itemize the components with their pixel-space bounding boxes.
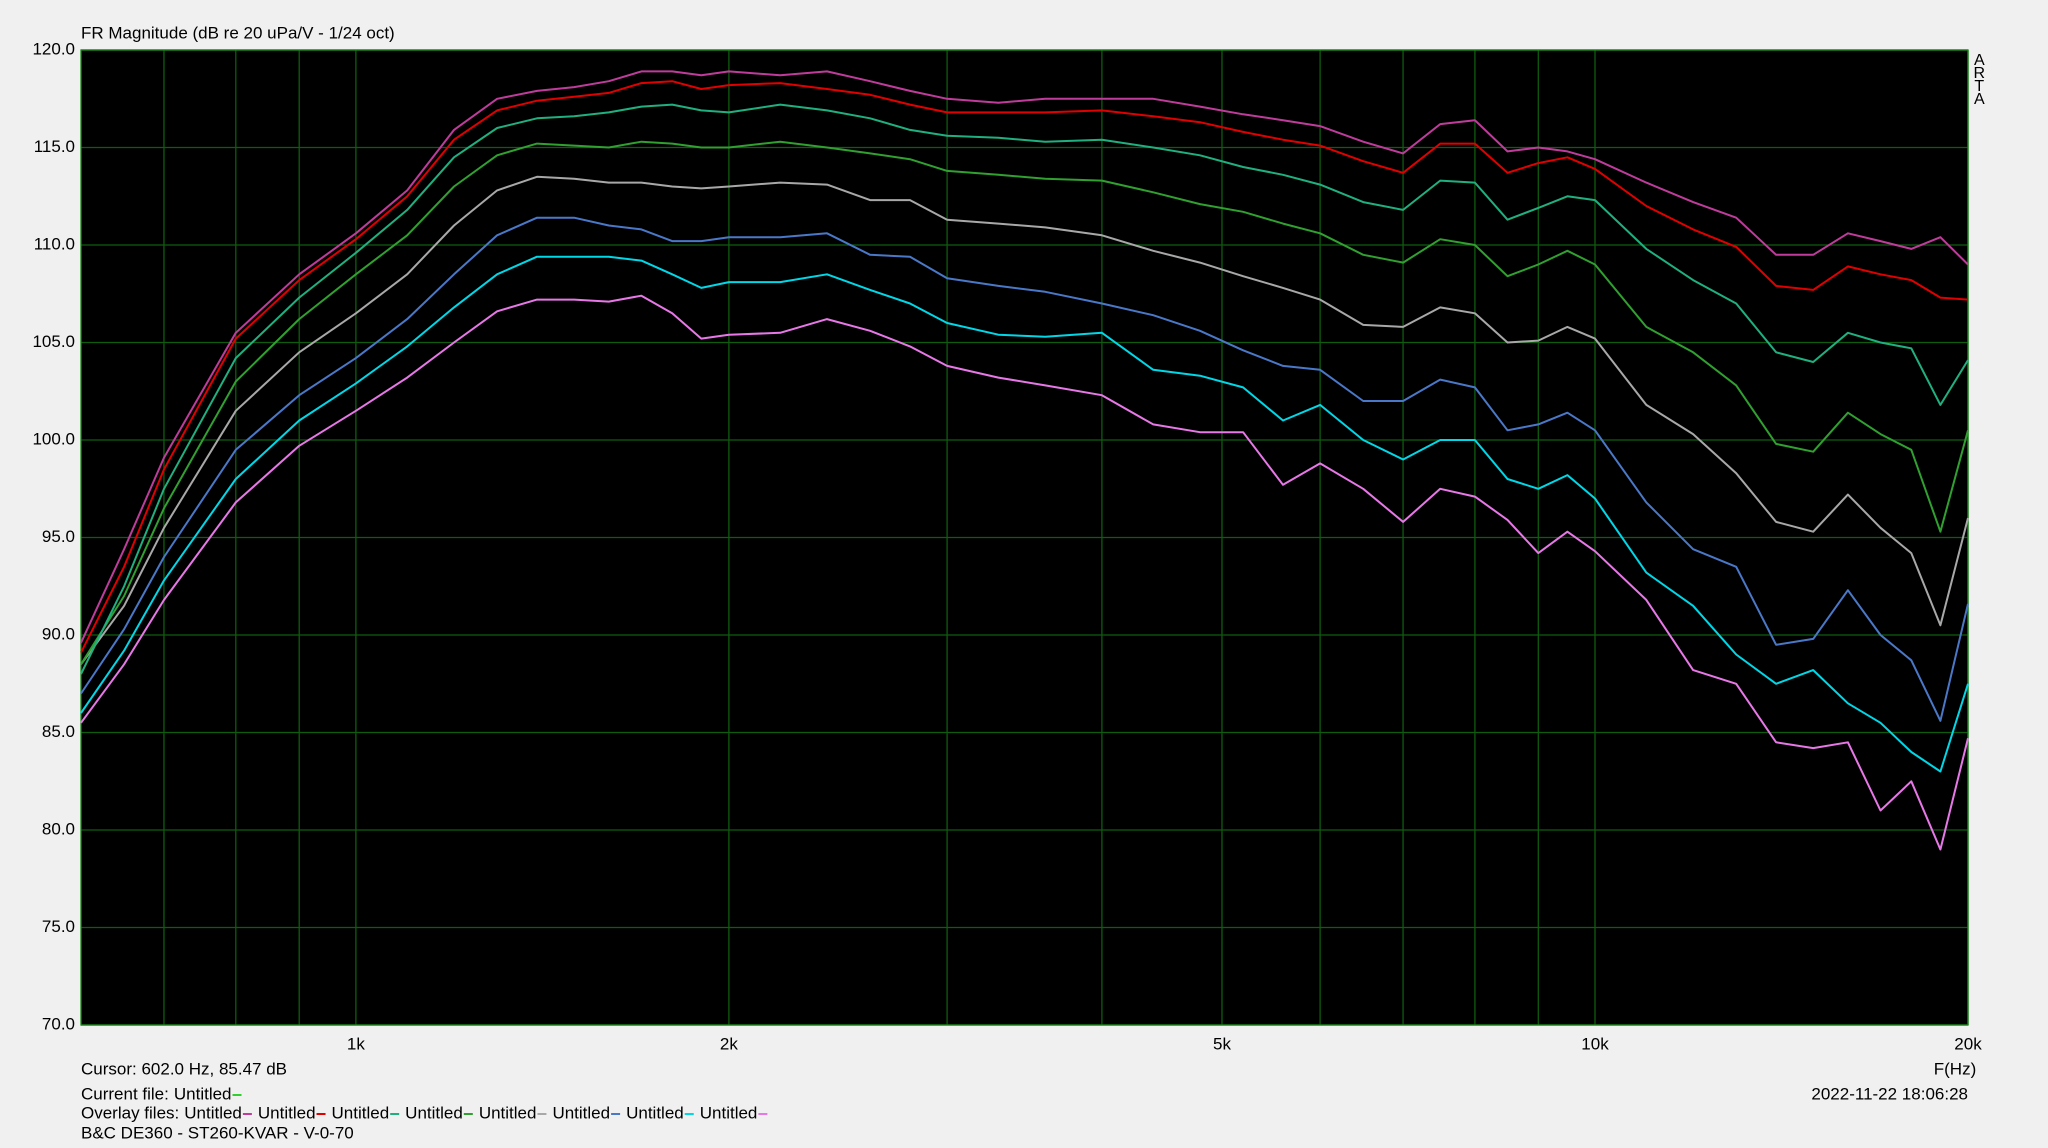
cursor-readout: Cursor: 602.0 Hz, 85.47 dB <box>81 1059 287 1078</box>
y-tick-label: 105.0 <box>32 332 75 351</box>
current-file-label: Current file: <box>81 1084 169 1103</box>
series-line <box>80 175 1969 665</box>
y-tick-label: 100.0 <box>32 429 75 448</box>
y-tick-label: 90.0 <box>42 624 75 643</box>
x-axis-label: F(Hz) <box>1934 1059 1976 1078</box>
legend-entry: Untitled <box>626 1103 684 1122</box>
legend-entry: Untitled <box>258 1103 316 1122</box>
y-tick-label: 80.0 <box>42 819 75 838</box>
legend-entry: Untitled <box>479 1103 537 1122</box>
x-tick-label: 10k <box>1581 1034 1609 1053</box>
legend-entry: Untitled <box>332 1103 390 1122</box>
legend-entry: Untitled <box>700 1103 758 1122</box>
x-tick-label: 20k <box>1954 1034 1982 1053</box>
plot-border <box>80 49 1969 1026</box>
series-line <box>80 140 1969 665</box>
legend-label: Overlay files: <box>81 1103 179 1122</box>
y-tick-label: 115.0 <box>34 137 75 156</box>
footer: B&C DE360 - ST260-KVAR - V-0-70 <box>81 1123 354 1142</box>
y-tick-label: 75.0 <box>42 917 75 936</box>
current-file-name: Untitled <box>174 1084 232 1103</box>
chart-title: FR Magnitude (dB re 20 uPa/V - 1/24 oct) <box>81 23 395 42</box>
legend-entry: Untitled <box>552 1103 610 1122</box>
x-tick-label: 5k <box>1213 1034 1231 1053</box>
series-line <box>80 216 1969 722</box>
series-line <box>80 255 1969 773</box>
y-tick-label: 70.0 <box>42 1014 75 1033</box>
x-tick-label: 1k <box>347 1034 365 1053</box>
timestamp: 2022-11-22 18:06:28 <box>1811 1084 1968 1103</box>
series-line <box>80 80 1969 654</box>
series-line <box>80 294 1969 851</box>
watermark: ARTA <box>1971 52 1988 104</box>
y-tick-label: 120.0 <box>32 39 75 58</box>
x-tick-label: 2k <box>720 1034 738 1053</box>
series-line <box>80 70 1969 644</box>
y-tick-label: 85.0 <box>42 722 75 741</box>
y-tick-label: 110.0 <box>34 234 75 253</box>
legend-entry: Untitled <box>405 1103 463 1122</box>
series-line <box>80 103 1969 675</box>
y-tick-label: 95.0 <box>42 527 75 546</box>
legend-entry: Untitled <box>184 1103 242 1122</box>
